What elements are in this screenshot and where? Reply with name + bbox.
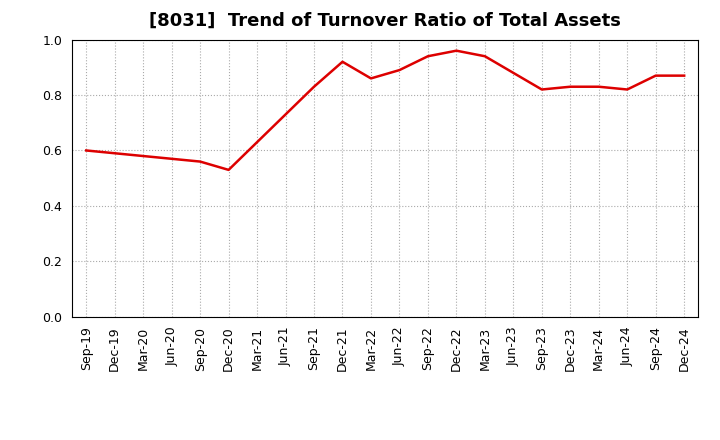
Title: [8031]  Trend of Turnover Ratio of Total Assets: [8031] Trend of Turnover Ratio of Total … [149,12,621,30]
